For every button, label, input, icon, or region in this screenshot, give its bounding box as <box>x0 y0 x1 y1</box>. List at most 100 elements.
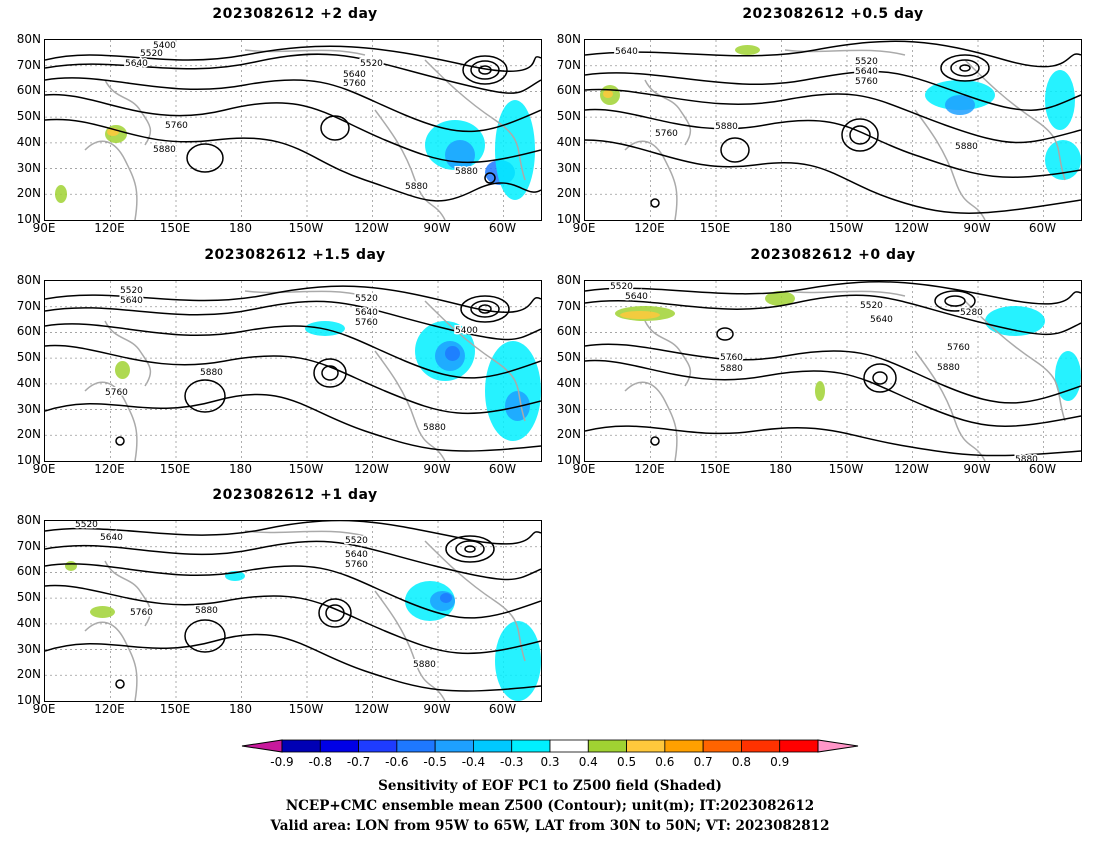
z500-closed-contour <box>849 125 871 145</box>
sensitivity-shading <box>445 140 475 170</box>
colorbar-swatch <box>511 739 551 753</box>
contour-label: 5760 <box>345 560 368 570</box>
z500-contour <box>45 633 541 692</box>
contour-label: 5520 <box>355 294 378 304</box>
contour-label: 5520 <box>345 536 368 546</box>
panel-title-p3: 2023082612 +1.5 day <box>204 247 386 263</box>
coastline <box>244 49 366 56</box>
lat-tick-label: 80N <box>556 273 581 287</box>
lon-tick-label: 90W <box>963 462 991 476</box>
coastline <box>104 79 152 146</box>
z500-closed-contour <box>321 365 339 381</box>
lat-tick-label: 70N <box>556 298 581 313</box>
lat-tick-label: 20N <box>556 427 581 442</box>
z500-contour <box>45 563 541 619</box>
colorbar-swatch <box>664 739 704 753</box>
lat-tick-label: 50N <box>16 350 41 365</box>
colorbar-tick-label: -0.9 <box>270 755 294 769</box>
contour-label: 5760 <box>355 318 378 328</box>
colorbar-swatch <box>396 739 436 753</box>
colorbar-swatch <box>779 739 819 753</box>
lat-tick-label: 10N <box>16 453 41 467</box>
contour-label: 5640 <box>343 70 366 80</box>
lat-tick-label: 30N <box>16 160 41 175</box>
lon-tick-label: 120W <box>354 702 389 716</box>
z500-contour <box>45 118 541 202</box>
lon-tick-label: 120W <box>354 462 389 476</box>
sensitivity-shading <box>620 311 660 319</box>
sensitivity-shading <box>55 185 67 203</box>
contour-label: 5760 <box>130 608 153 618</box>
contour-label: 5760 <box>855 77 878 87</box>
z500-closed-contour <box>464 545 476 553</box>
z500-closed-contour <box>720 137 750 163</box>
contour-label: 5760 <box>343 79 366 89</box>
z500-closed-contour <box>959 64 971 72</box>
contour-label: 5760 <box>720 353 743 363</box>
lon-tick-label: 180 <box>769 221 792 235</box>
lon-tick-label: 60W <box>488 702 517 716</box>
lon-tick-label: 180 <box>229 702 252 716</box>
lon-tick-label: 120E <box>94 702 125 716</box>
lat-tick-label: 60N <box>556 83 581 98</box>
contour-label: 5880 <box>1015 455 1038 461</box>
lat-tick-label: 20N <box>16 186 41 201</box>
coastline <box>84 621 138 701</box>
z500-contour <box>45 344 541 415</box>
contour-label: 5760 <box>655 129 678 139</box>
colorbar-tick-label: -0.8 <box>308 755 332 769</box>
lon-tick-label: 150E <box>159 462 191 476</box>
contour-label: 5520 <box>610 282 633 292</box>
footer-line-2: NCEP+CMC ensemble mean Z500 (Contour); u… <box>285 798 815 814</box>
z500-closed-contour <box>320 115 350 141</box>
contour-label: 5280 <box>960 308 983 318</box>
map-panel-plus0-day: 5520 5640 5760 5880 5520 5640 5280 5760 5880 5880 <box>584 280 1082 462</box>
contour-label: 5520 <box>855 57 878 67</box>
lat-tick-label: 70N <box>16 538 41 553</box>
z500-closed-contour <box>478 304 492 314</box>
z500-contour <box>585 359 1081 427</box>
lon-tick-label: 90W <box>423 221 451 235</box>
lat-tick-label: 50N <box>556 350 581 365</box>
coastline <box>244 290 366 297</box>
sensitivity-shading <box>90 606 115 618</box>
z500-closed-contour <box>484 172 496 184</box>
sensitivity-shading <box>1045 70 1075 130</box>
colorbar-tick-label: 0.7 <box>693 755 713 769</box>
z500-closed-contour <box>186 143 224 173</box>
z500-closed-contour <box>716 327 734 341</box>
z500-closed-contour <box>934 290 976 312</box>
lat-tick-label: 60N <box>556 324 581 339</box>
z500-contour <box>585 70 1081 111</box>
lat-tick-label: 60N <box>16 564 41 579</box>
colorbar-swatch <box>702 739 742 753</box>
lon-tick-label: 150W <box>828 221 864 235</box>
lon-tick-label: 90E <box>572 221 596 235</box>
contour-label: 5640 <box>855 67 878 77</box>
sensitivity-shading <box>445 346 460 361</box>
lat-tick-label: 70N <box>16 57 41 72</box>
colorbar-tick-label: 0.4 <box>578 755 598 769</box>
coastline <box>424 59 526 181</box>
z500-contour <box>45 93 541 164</box>
colorbar-tick-label: 0.8 <box>731 755 751 769</box>
contour-label: 5880 <box>937 363 960 373</box>
footer-line-3: Valid area: LON from 95W to 65W, LAT fro… <box>270 818 830 834</box>
colorbar-tick-label: -0.4 <box>461 755 486 769</box>
z500-contour <box>45 584 541 655</box>
colorbar-tick-label: -0.7 <box>346 755 371 769</box>
lon-tick-label: 150E <box>159 221 191 235</box>
z500-closed-contour <box>115 436 125 446</box>
lat-tick-label: 40N <box>16 134 41 149</box>
z500-contour <box>585 88 1081 144</box>
z500-closed-contour <box>455 540 485 558</box>
contour-label: 5880 <box>405 182 428 192</box>
z500-contour <box>45 53 541 94</box>
sensitivity-shading <box>765 291 795 306</box>
sensitivity-shading <box>945 95 975 115</box>
sensitivity-shading <box>440 593 452 603</box>
z500-closed-contour <box>462 55 508 85</box>
z500-closed-contour <box>940 54 990 82</box>
